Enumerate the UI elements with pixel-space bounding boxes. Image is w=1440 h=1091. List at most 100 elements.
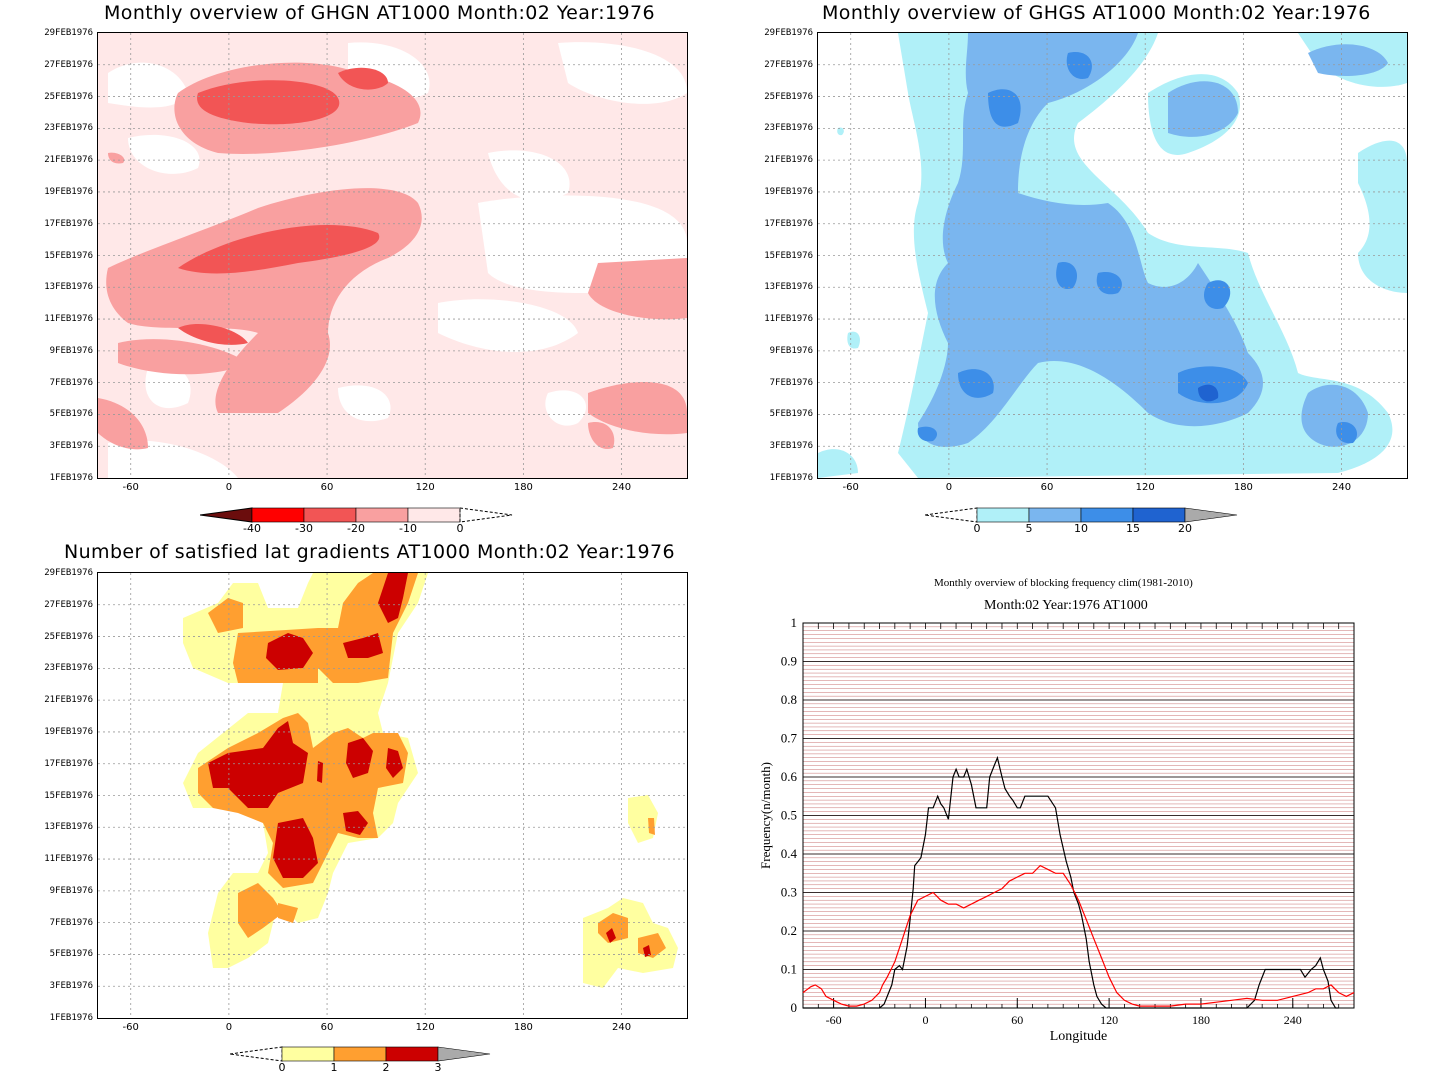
y-tick-label: 5FEB1976: [769, 409, 813, 420]
colorbar-label: -40: [243, 522, 261, 535]
y-tick-label: 1FEB1976: [49, 1013, 93, 1023]
series-line-red: [802, 864, 1355, 1007]
y-tick-label: 15FEB1976: [44, 250, 93, 261]
x-tick-label: -60: [842, 482, 859, 493]
x-tick-label: 180: [1233, 482, 1253, 493]
ghgs-colorbar: 0 5 10 15 20: [924, 507, 1305, 535]
x-axis-label: Longitude: [1050, 1029, 1108, 1044]
colorbar-strip: [924, 507, 1238, 523]
y-tick-label: 17FEB1976: [764, 218, 813, 229]
colorbar-label: 15: [1126, 522, 1140, 535]
x-tick-label: 240: [1284, 1013, 1302, 1027]
x-tick-label: 0: [225, 482, 233, 493]
y-tick-label: 11FEB1976: [44, 314, 93, 325]
colorbar-label: 1: [330, 1061, 338, 1074]
gradients-title: Number of satisfied lat gradients AT1000…: [64, 541, 675, 563]
colorbar-segment: [1028, 507, 1082, 523]
x-tick-label: 180: [513, 482, 533, 493]
colorbar-label: 2: [382, 1061, 390, 1074]
y-tick-label: 29FEB1976: [44, 568, 93, 578]
colorbar-segment: [281, 1046, 335, 1062]
x-tick-label: 240: [612, 1022, 632, 1033]
y-tick-label: 21FEB1976: [764, 155, 813, 166]
x-tick-label: 60: [1040, 482, 1054, 493]
y-tick-label: 9FEB1976: [49, 885, 93, 896]
x-tick-label: 0: [922, 1013, 928, 1027]
y-tick-label: 27FEB1976: [44, 599, 93, 610]
colorbar-segment: [355, 507, 409, 523]
y-tick-label: 11FEB1976: [764, 314, 813, 325]
y-tick-label: 27FEB1976: [764, 59, 813, 70]
colorbar-label: -10: [399, 522, 417, 535]
y-tick-label: 0.3: [781, 885, 797, 900]
y-tick-label: 23FEB1976: [764, 123, 813, 134]
colorbar-segment: [1132, 507, 1186, 523]
colorbar-strip: [229, 1046, 491, 1062]
colorbar-label: 5: [1025, 522, 1033, 535]
y-tick-label: 19FEB1976: [44, 726, 93, 737]
colorbar-start-arrow: [199, 507, 253, 523]
x-tick-label: 180: [513, 1022, 533, 1033]
y-tick-label: 3FEB1976: [49, 981, 93, 992]
x-tick-label: -60: [122, 1022, 139, 1033]
x-tick-label: 120: [1135, 482, 1155, 493]
x-tick-label: 180: [1192, 1013, 1210, 1027]
ghgs-title: Monthly overview of GHGS AT1000 Month:02…: [822, 2, 1371, 24]
blocking-title: Monthly overview of blocking frequency c…: [934, 577, 1193, 589]
y-tick-label: 7FEB1976: [49, 377, 93, 388]
colorbar-start-arrow: [924, 507, 978, 523]
y-tick-label: 0: [791, 1000, 798, 1015]
colorbar-segment: [976, 507, 1030, 523]
y-tick-label: 0.9: [781, 654, 797, 669]
y-tick-label: 15FEB1976: [764, 250, 813, 261]
series-line-black: [803, 755, 1339, 1009]
x-tick-label: 120: [415, 482, 435, 493]
x-tick-label: 60: [320, 482, 334, 493]
y-tick-label: 27FEB1976: [44, 59, 93, 70]
y-axis-label: Frequency(n/month): [758, 762, 773, 869]
x-tick-label: 240: [1332, 482, 1352, 493]
colorbar-end-arrow: [437, 1046, 491, 1062]
colorbar-segment: [385, 1046, 439, 1062]
y-tick-label: 13FEB1976: [44, 822, 93, 833]
x-tick-label: 120: [415, 1022, 435, 1033]
y-tick-label: 0.1: [781, 962, 797, 977]
x-tick-label: 240: [612, 482, 632, 493]
gradients-plot-area: [97, 572, 688, 1019]
y-tick-label: 13FEB1976: [44, 282, 93, 293]
y-tick-label: 29FEB1976: [44, 28, 93, 38]
x-tick-label: 0: [945, 482, 953, 493]
y-tick-label: 3FEB1976: [769, 441, 813, 452]
y-tick-label: 17FEB1976: [44, 758, 93, 769]
y-tick-label: 13FEB1976: [764, 282, 813, 293]
colorbar-label: 10: [1074, 522, 1088, 535]
y-tick-label: 21FEB1976: [44, 155, 93, 166]
y-tick-label: 19FEB1976: [44, 186, 93, 197]
ghgs-plot-area: [817, 32, 1408, 479]
x-tick-label: 60: [1011, 1013, 1023, 1027]
colorbar-strip: [199, 507, 513, 523]
colorbar-segment: [251, 507, 305, 523]
ghgn-plot-area: [97, 32, 688, 479]
y-tick-label: 1FEB1976: [49, 473, 93, 483]
y-tick-label: 0.8: [781, 692, 797, 707]
colorbar-label: 0: [456, 522, 464, 535]
x-tick-label: 60: [320, 1022, 334, 1033]
y-tick-label: 29FEB1976: [764, 28, 813, 38]
x-tick-label: 120: [1100, 1013, 1118, 1027]
colorbar-end-arrow: [459, 507, 513, 523]
y-tick-label: 23FEB1976: [44, 663, 93, 674]
colorbar-label: 3: [434, 1061, 442, 1074]
y-tick-label: 0.2: [781, 923, 797, 938]
y-tick-label: 7FEB1976: [769, 377, 813, 388]
y-tick-label: 25FEB1976: [764, 91, 813, 102]
colorbar-end-arrow: [1184, 507, 1238, 523]
y-tick-label: 7FEB1976: [49, 917, 93, 928]
y-tick-label: 9FEB1976: [769, 345, 813, 356]
colorbar-label: 0: [973, 522, 981, 535]
colorbar-segment: [407, 507, 461, 523]
y-tick-label: 25FEB1976: [44, 631, 93, 642]
y-tick-label: 1FEB1976: [769, 473, 813, 483]
blocking-line-chart: 0 0.1 0.2 0.3 0.4 0.5 0.6 0.7 0.8 0.9 1 -60 0 60 120 18…: [758, 615, 1355, 1044]
colorbar-start-arrow: [229, 1046, 283, 1062]
